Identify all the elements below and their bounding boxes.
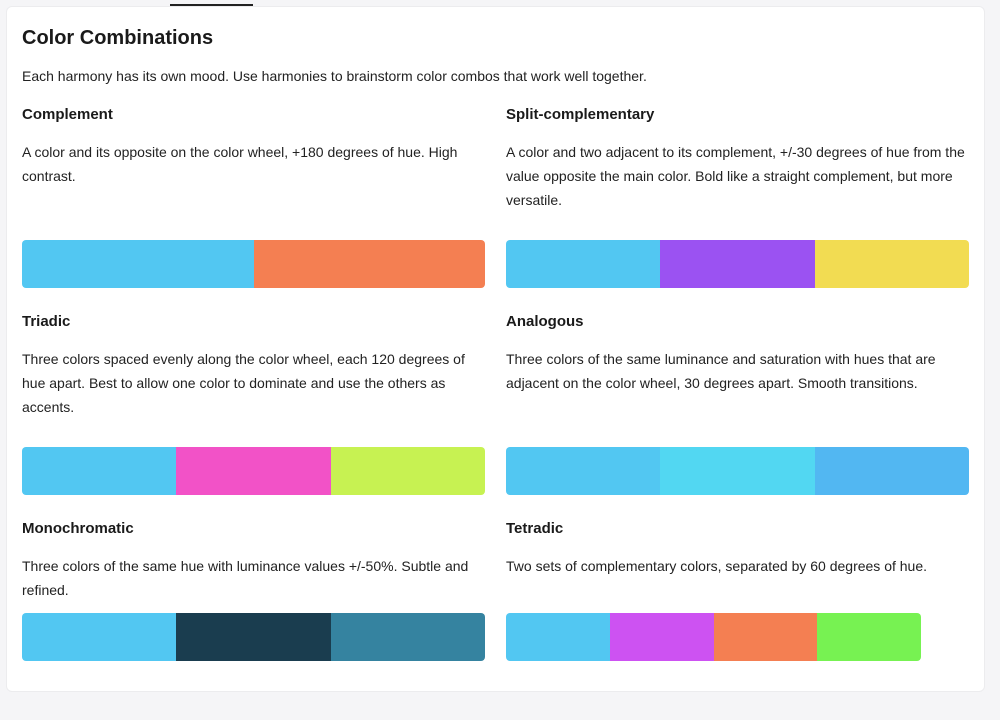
page-intro: Each harmony has its own mood. Use harmo… [22, 68, 647, 84]
color-swatch[interactable] [506, 240, 661, 288]
color-swatch[interactable] [817, 613, 921, 661]
top-tab-strip [0, 0, 1000, 6]
color-swatch[interactable] [22, 447, 177, 495]
harmony-title: Monochromatic [22, 520, 134, 537]
harmony-description: Three colors spaced evenly along the col… [22, 351, 465, 415]
color-combinations-card: Color Combinations Each harmony has its … [6, 6, 985, 692]
color-swatch[interactable] [660, 240, 815, 288]
color-swatch[interactable] [814, 240, 969, 288]
monochromatic-swatch-bar [22, 613, 485, 661]
color-swatch[interactable] [506, 613, 610, 661]
page-title: Color Combinations [22, 27, 214, 49]
harmony-description: Three colors of the same hue with lumina… [22, 558, 469, 598]
active-tab-indicator [170, 4, 253, 6]
tetradic-swatch-bar [506, 613, 921, 661]
harmony-description: Three colors of the same luminance and s… [506, 351, 936, 391]
color-swatch[interactable] [814, 447, 969, 495]
color-swatch[interactable] [176, 613, 331, 661]
color-swatch[interactable] [22, 613, 177, 661]
color-swatch[interactable] [609, 613, 714, 661]
harmony-title: Split-complementary [506, 106, 655, 123]
harmony-description: Two sets of complementary colors, separa… [506, 558, 928, 574]
complement-swatch-bar [22, 240, 485, 288]
color-swatch[interactable] [330, 447, 485, 495]
color-swatch[interactable] [660, 447, 815, 495]
harmony-title: Tetradic [506, 520, 564, 537]
color-swatch[interactable] [713, 613, 818, 661]
harmony-title: Complement [22, 106, 113, 123]
color-swatch[interactable] [253, 240, 485, 288]
color-swatch[interactable] [176, 447, 331, 495]
color-swatch[interactable] [506, 447, 661, 495]
split-complementary-swatch-bar [506, 240, 969, 288]
analogous-swatch-bar [506, 447, 969, 495]
harmony-title: Analogous [506, 313, 584, 330]
color-swatch[interactable] [330, 613, 485, 661]
harmony-description: A color and two adjacent to its compleme… [506, 144, 965, 208]
harmony-title: Triadic [22, 313, 71, 330]
triadic-swatch-bar [22, 447, 485, 495]
color-swatch[interactable] [22, 240, 254, 288]
harmony-description: A color and its opposite on the color wh… [22, 144, 458, 184]
